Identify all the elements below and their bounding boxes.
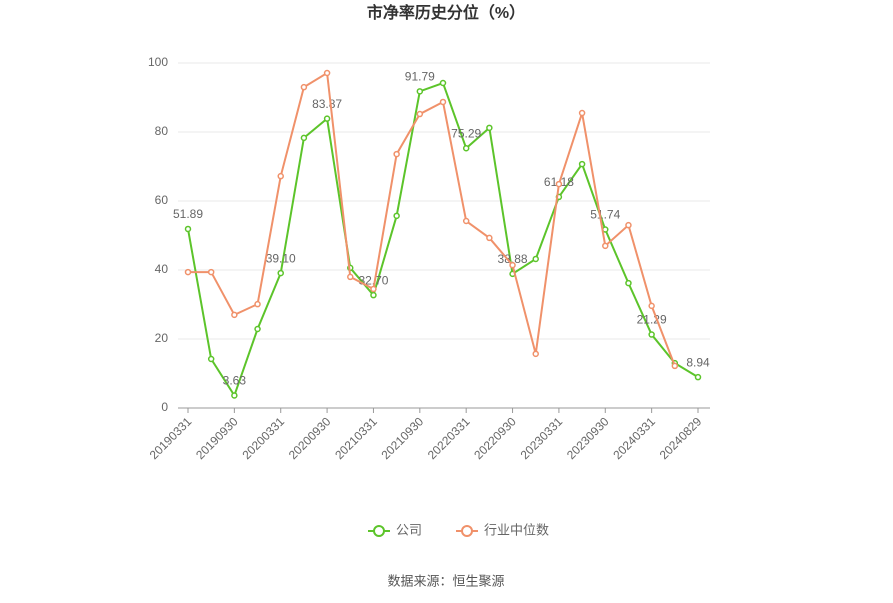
data-label: 32.70 xyxy=(358,273,388,287)
x-tick-label: 20230930 xyxy=(564,414,612,462)
x-tick-label: 20240829 xyxy=(657,414,705,462)
data-label: 21.29 xyxy=(637,313,667,327)
data-point xyxy=(254,325,261,333)
data-point xyxy=(648,331,655,338)
data-point xyxy=(323,69,331,77)
data-point xyxy=(370,285,377,293)
data-point xyxy=(671,362,679,370)
data-point xyxy=(393,212,400,220)
data-label: 8.94 xyxy=(686,355,710,369)
data-label: 39.10 xyxy=(266,251,296,265)
data-point xyxy=(300,83,308,91)
source-note: 数据来源：恒生聚源 xyxy=(387,573,504,588)
data-point xyxy=(625,279,632,287)
data-point xyxy=(416,110,424,118)
data-point xyxy=(694,373,702,381)
data-point xyxy=(184,225,192,233)
legend-marker xyxy=(373,525,385,537)
data-point xyxy=(323,115,331,122)
data-point xyxy=(509,261,516,269)
data-point xyxy=(462,144,470,152)
x-tick-label: 20240331 xyxy=(610,414,658,462)
data-point xyxy=(300,134,308,142)
x-tick-label: 20220331 xyxy=(425,414,473,462)
legend-label: 行业中位数 xyxy=(484,522,549,537)
y-tick-label: 60 xyxy=(155,193,169,207)
data-point xyxy=(254,300,261,308)
x-tick-label: 20230331 xyxy=(518,414,566,462)
data-point xyxy=(439,98,447,106)
y-tick-label: 40 xyxy=(155,262,169,276)
data-point xyxy=(207,355,215,363)
data-point xyxy=(370,291,377,299)
chart-title: 市净率历史分位（%） xyxy=(367,3,525,22)
series-line xyxy=(188,71,676,367)
data-label: 83.87 xyxy=(312,97,342,111)
data-point xyxy=(648,302,655,310)
data-label: 51.74 xyxy=(590,208,620,222)
y-tick-label: 20 xyxy=(155,331,169,345)
data-point xyxy=(625,221,632,229)
data-point xyxy=(486,124,493,132)
x-tick-label: 20190930 xyxy=(193,414,241,462)
series-line xyxy=(187,81,699,398)
data-point xyxy=(555,180,563,188)
x-tick-label: 20210930 xyxy=(379,414,427,462)
x-tick-label: 20200930 xyxy=(286,414,334,462)
data-label: 91.79 xyxy=(405,69,435,83)
data-point xyxy=(184,268,192,276)
y-tick-label: 80 xyxy=(155,124,169,138)
data-point xyxy=(578,160,586,168)
data-point xyxy=(462,217,470,225)
x-tick-label: 20210331 xyxy=(332,414,380,462)
data-point xyxy=(602,242,609,250)
y-tick-label: 100 xyxy=(148,55,168,69)
data-point xyxy=(578,109,586,117)
legend-marker xyxy=(461,525,473,537)
data-label: 75.29 xyxy=(451,126,481,140)
data-point xyxy=(393,150,400,158)
legend-label: 公司 xyxy=(396,522,422,537)
data-label: 3.63 xyxy=(223,374,247,388)
y-tick-label: 0 xyxy=(161,400,168,414)
data-point xyxy=(532,350,539,358)
data-point xyxy=(486,234,493,242)
data-point xyxy=(231,311,238,319)
data-point xyxy=(439,79,447,87)
data-point xyxy=(277,269,284,277)
data-label: 51.89 xyxy=(173,207,203,221)
data-point xyxy=(231,392,238,399)
data-point xyxy=(207,268,215,276)
x-tick-label: 20190331 xyxy=(147,414,195,462)
data-point xyxy=(277,172,284,180)
x-tick-label: 20200331 xyxy=(239,414,287,462)
x-tick-label: 20220930 xyxy=(471,414,519,462)
data-point xyxy=(532,255,539,263)
data-point xyxy=(347,273,354,281)
data-point xyxy=(416,88,424,95)
